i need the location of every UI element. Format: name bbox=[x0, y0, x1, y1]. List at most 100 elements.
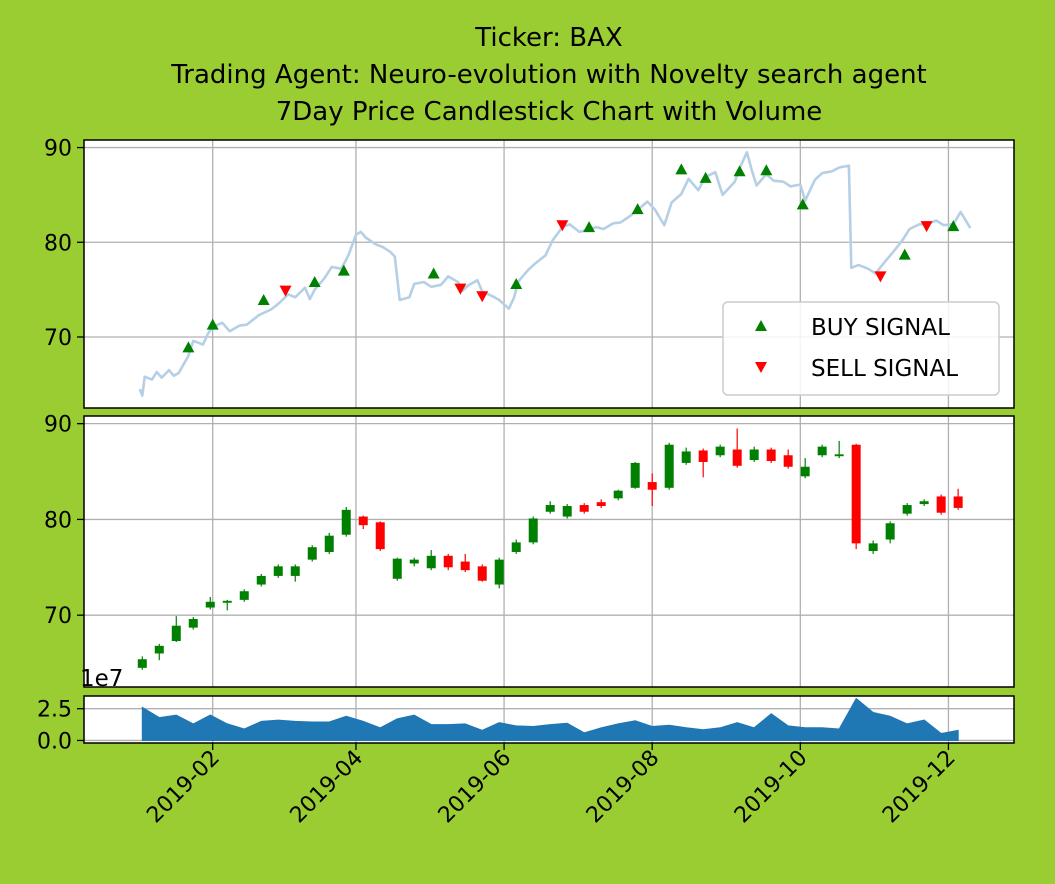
candlestick-panel: 70 80 90 bbox=[44, 413, 1015, 688]
candle bbox=[256, 574, 266, 587]
candle bbox=[375, 521, 385, 552]
buy-signal-marker bbox=[510, 277, 523, 289]
candle-panel-background bbox=[84, 416, 1014, 687]
x-tick-label: 2019-04 bbox=[286, 746, 369, 829]
candle-body bbox=[817, 446, 827, 456]
candle-body bbox=[953, 496, 963, 508]
candle-body bbox=[409, 559, 419, 564]
buy-signal-marker bbox=[631, 203, 644, 215]
candle bbox=[953, 488, 963, 510]
candle bbox=[715, 444, 725, 458]
sell-signal-marker bbox=[454, 283, 467, 295]
buy-signal-marker bbox=[427, 267, 440, 279]
candle bbox=[273, 564, 283, 578]
candle-body bbox=[715, 446, 725, 456]
candle-body bbox=[171, 625, 181, 642]
candle-ytick-label: 70 bbox=[44, 604, 72, 629]
candle bbox=[154, 643, 164, 661]
price-panel: 70 80 90 BUY SIGNAL SELL SIGNAL bbox=[44, 137, 1015, 409]
candle bbox=[188, 617, 198, 630]
candle-body bbox=[290, 566, 300, 576]
candle bbox=[341, 506, 351, 537]
candle-body bbox=[596, 502, 606, 507]
buy-signal-marker bbox=[699, 171, 712, 183]
candle bbox=[817, 444, 827, 458]
candle bbox=[443, 553, 453, 571]
candle bbox=[579, 503, 589, 514]
candle bbox=[545, 501, 555, 514]
candle-body bbox=[307, 547, 317, 560]
candle-body bbox=[749, 449, 759, 461]
sell-signal-marker bbox=[556, 220, 569, 232]
buy-signal-marker bbox=[308, 276, 321, 288]
candle bbox=[392, 557, 402, 581]
candle-body bbox=[936, 496, 946, 513]
sell-signal-marker bbox=[279, 285, 292, 297]
price-ytick-label: 80 bbox=[44, 231, 72, 256]
buy-signal-marker bbox=[898, 248, 911, 260]
candle bbox=[681, 447, 691, 465]
price-ytick-label: 90 bbox=[44, 137, 72, 162]
candle bbox=[239, 589, 249, 602]
candle-body bbox=[834, 454, 844, 457]
candle-body bbox=[766, 449, 776, 462]
candle bbox=[936, 494, 946, 515]
volume-panel-frame bbox=[83, 695, 1015, 744]
candle bbox=[596, 499, 606, 508]
candle bbox=[205, 596, 215, 610]
buy-signal-marker bbox=[760, 164, 773, 176]
candle bbox=[766, 447, 776, 463]
x-axis: 2019-02 2019-04 2019-06 2019-08 2019-10 2019-… bbox=[142, 743, 961, 829]
candle bbox=[460, 553, 470, 573]
candle-body bbox=[358, 516, 368, 526]
sell-signal-marker bbox=[476, 291, 489, 303]
price-panel-frame bbox=[83, 139, 1015, 409]
buy-signal-marker bbox=[257, 294, 270, 306]
candle-body bbox=[154, 645, 164, 654]
sell-signal-markers bbox=[279, 220, 933, 303]
candle bbox=[409, 557, 419, 567]
candle bbox=[834, 440, 844, 459]
title-line-1: Ticker: BAX bbox=[474, 23, 622, 53]
candle-body bbox=[732, 449, 742, 466]
legend-sell-label: SELL SIGNAL bbox=[811, 356, 958, 382]
candle-body bbox=[324, 535, 334, 552]
candle-body bbox=[426, 555, 436, 569]
candle-body bbox=[868, 543, 878, 552]
legend: BUY SIGNAL SELL SIGNAL bbox=[722, 301, 1000, 396]
candle-body bbox=[494, 559, 504, 585]
candle bbox=[290, 564, 300, 582]
candle bbox=[171, 616, 181, 642]
candle bbox=[562, 504, 572, 519]
candle-body bbox=[562, 506, 572, 517]
candle bbox=[528, 516, 538, 545]
candle bbox=[902, 503, 912, 516]
price-line bbox=[138, 151, 972, 398]
legend-box bbox=[722, 301, 1000, 396]
candle-body bbox=[681, 451, 691, 463]
candle-body bbox=[528, 518, 538, 543]
candle-body bbox=[375, 522, 385, 550]
x-tick-label: 2019-12 bbox=[878, 746, 961, 829]
candle-body bbox=[477, 566, 487, 581]
candle bbox=[222, 599, 232, 611]
buy-signal-marker bbox=[796, 198, 809, 210]
price-line-series bbox=[138, 151, 972, 398]
buy-signal-marker bbox=[947, 220, 960, 232]
candle-body bbox=[511, 542, 521, 552]
candle bbox=[698, 448, 708, 478]
x-tick-label: 2019-02 bbox=[142, 746, 225, 829]
candle bbox=[783, 449, 793, 469]
candle bbox=[324, 532, 334, 554]
candle-body bbox=[392, 558, 402, 579]
candle-body bbox=[579, 505, 589, 512]
candle bbox=[868, 540, 878, 554]
candle-body bbox=[800, 466, 810, 477]
volume-area-series bbox=[141, 697, 959, 741]
candle-ytick-label: 90 bbox=[44, 413, 72, 438]
candle bbox=[613, 489, 623, 501]
candle-body bbox=[647, 482, 657, 490]
candle-ytick-label: 80 bbox=[44, 508, 72, 533]
volume-ytick-label: 2.5 bbox=[37, 698, 72, 723]
